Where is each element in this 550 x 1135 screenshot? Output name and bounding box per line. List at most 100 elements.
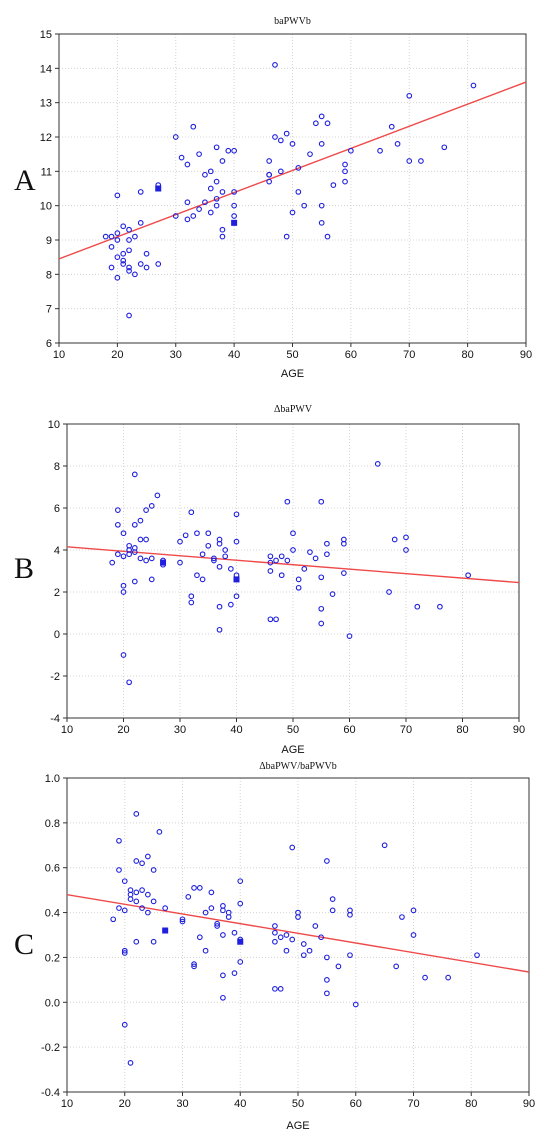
data-point: [219, 189, 226, 195]
data-point: [273, 557, 279, 564]
data-point: [289, 141, 296, 147]
data-point: [406, 158, 413, 164]
data-point: [324, 977, 330, 983]
data-point: [313, 120, 319, 127]
data-point: [273, 616, 279, 623]
data-point: [172, 213, 179, 219]
data-point: [222, 547, 229, 553]
x-tick-label: 90: [523, 1098, 535, 1110]
y-tick-label: 4: [54, 545, 60, 557]
data-point: [341, 540, 347, 547]
x-tick-label: 30: [170, 349, 182, 361]
data-point: [133, 889, 140, 896]
data-point: [216, 540, 223, 547]
data-point: [437, 603, 443, 610]
y-tick-label: 7: [46, 304, 52, 316]
data-point: [114, 192, 121, 199]
x-axis-label: AGE: [286, 1120, 309, 1132]
data-point: [143, 250, 150, 257]
data-point: [324, 858, 330, 864]
x-tick-label: 70: [400, 724, 412, 736]
data-point: [114, 507, 121, 513]
data-point: [290, 530, 296, 537]
x-tick-label: 40: [234, 1098, 246, 1110]
chart-title: ΔbaPWV/baPWVb: [259, 761, 337, 772]
x-tick-label: 70: [403, 349, 415, 361]
data-point: [137, 536, 144, 543]
data-point: [307, 549, 313, 555]
x-tick-label: 20: [119, 1098, 131, 1110]
data-point: [191, 885, 197, 891]
x-tick-label: 10: [53, 349, 65, 361]
data-point: [388, 123, 395, 130]
data-point: [150, 867, 157, 873]
data-point: [225, 909, 232, 916]
data-point: [131, 521, 138, 528]
data-point: [194, 530, 200, 537]
data-point: [120, 530, 127, 537]
data-point: [295, 576, 302, 583]
panel-b: B 10 20 30 40 50 60 70 80 90 -4 -2 0 2 4 6 8 10 ΔbaPWV AGE: [0, 382, 550, 760]
y-tick-label: 15: [40, 29, 52, 41]
regression-line: [59, 81, 526, 260]
highlight-point: [237, 938, 244, 945]
data-point: [272, 938, 278, 945]
data-point: [177, 559, 183, 566]
data-point: [205, 542, 212, 549]
data-point: [300, 941, 307, 947]
data-point: [213, 178, 220, 185]
data-point: [374, 461, 381, 467]
data-point: [172, 134, 179, 140]
data-point: [116, 837, 122, 844]
data-point: [330, 182, 337, 188]
data-point: [182, 532, 189, 539]
data-point: [301, 566, 308, 572]
data-point: [347, 952, 353, 959]
data-point: [156, 828, 163, 835]
data-point: [295, 914, 301, 920]
y-tick-label: 14: [40, 63, 52, 75]
data-point: [178, 154, 185, 161]
data-point: [108, 244, 115, 250]
y-tick-label: 0.8: [45, 818, 60, 830]
data-point: [342, 168, 348, 175]
data-point: [126, 312, 132, 319]
highlight-point: [231, 219, 238, 226]
x-tick-label: 30: [174, 724, 186, 736]
data-point: [324, 233, 331, 240]
chart-b: 10 20 30 40 50 60 70 80 90 -4 -2 0 2 4 6 8 10 ΔbaPWV AGE: [48, 404, 525, 756]
data-point: [329, 591, 336, 597]
data-point: [154, 492, 161, 499]
data-point: [194, 572, 200, 579]
data-point: [307, 151, 313, 158]
data-point: [393, 963, 400, 970]
x-tick-label: 50: [286, 349, 298, 361]
data-point: [216, 626, 223, 633]
data-point: [347, 911, 353, 918]
y-tick-label: 0.0: [45, 997, 60, 1009]
data-point: [386, 589, 392, 595]
data-point: [126, 264, 132, 271]
data-point: [284, 498, 291, 505]
data-point: [120, 553, 127, 560]
data-point: [202, 199, 208, 206]
data-point: [131, 549, 138, 555]
data-point: [131, 578, 138, 585]
data-point: [267, 559, 274, 566]
data-point: [324, 954, 330, 961]
data-point: [306, 947, 313, 954]
data-point: [208, 905, 215, 911]
data-point: [148, 503, 155, 509]
data-point: [216, 563, 223, 570]
data-point: [277, 934, 284, 941]
data-point: [318, 219, 325, 226]
data-point: [207, 185, 214, 192]
highlight-point: [233, 576, 240, 583]
data-point: [139, 905, 145, 911]
data-point: [137, 189, 144, 195]
data-point: [381, 842, 388, 849]
chart-a: 10 20 30 40 50 60 70 80 90 6 7 8 9 10 11 12 13 14 15 baPWVb…: [40, 16, 532, 380]
data-point: [220, 932, 226, 938]
x-tick-label: 90: [520, 349, 532, 361]
data-point: [120, 652, 127, 658]
